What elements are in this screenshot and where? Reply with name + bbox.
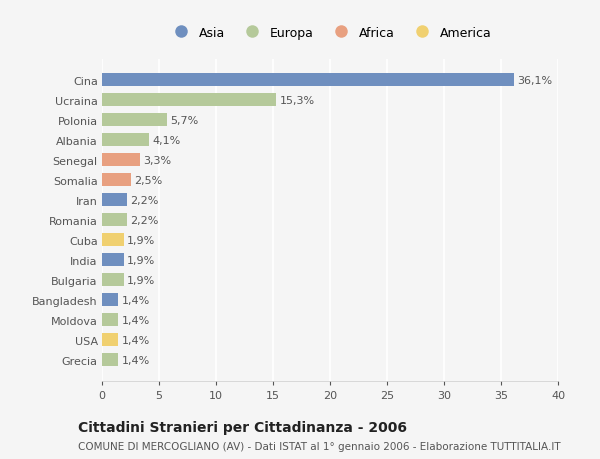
Bar xyxy=(102,94,277,107)
Bar xyxy=(102,274,124,286)
Bar xyxy=(102,74,514,87)
Bar xyxy=(102,334,118,347)
Bar xyxy=(102,234,124,247)
Text: 36,1%: 36,1% xyxy=(517,76,552,86)
Bar xyxy=(102,313,118,326)
Bar xyxy=(102,114,167,127)
Text: COMUNE DI MERCOGLIANO (AV) - Dati ISTAT al 1° gennaio 2006 - Elaborazione TUTTIT: COMUNE DI MERCOGLIANO (AV) - Dati ISTAT … xyxy=(78,441,560,451)
Text: 2,5%: 2,5% xyxy=(134,175,162,185)
Text: 1,9%: 1,9% xyxy=(127,255,155,265)
Bar xyxy=(102,254,124,267)
Text: 1,4%: 1,4% xyxy=(121,295,149,305)
Text: 1,9%: 1,9% xyxy=(127,275,155,285)
Bar xyxy=(102,294,118,307)
Text: 2,2%: 2,2% xyxy=(131,215,159,225)
Bar xyxy=(102,134,149,147)
Text: 1,4%: 1,4% xyxy=(121,335,149,345)
Legend: Asia, Europa, Africa, America: Asia, Europa, Africa, America xyxy=(166,24,494,42)
Bar xyxy=(102,214,127,227)
Text: 15,3%: 15,3% xyxy=(280,96,315,106)
Text: 3,3%: 3,3% xyxy=(143,156,171,166)
Text: Cittadini Stranieri per Cittadinanza - 2006: Cittadini Stranieri per Cittadinanza - 2… xyxy=(78,420,407,434)
Text: 4,1%: 4,1% xyxy=(152,135,181,146)
Bar xyxy=(102,194,127,207)
Text: 1,4%: 1,4% xyxy=(121,315,149,325)
Text: 2,2%: 2,2% xyxy=(131,196,159,205)
Bar xyxy=(102,174,131,187)
Bar xyxy=(102,353,118,366)
Text: 5,7%: 5,7% xyxy=(170,116,199,126)
Text: 1,4%: 1,4% xyxy=(121,355,149,365)
Text: 1,9%: 1,9% xyxy=(127,235,155,245)
Bar xyxy=(102,154,140,167)
